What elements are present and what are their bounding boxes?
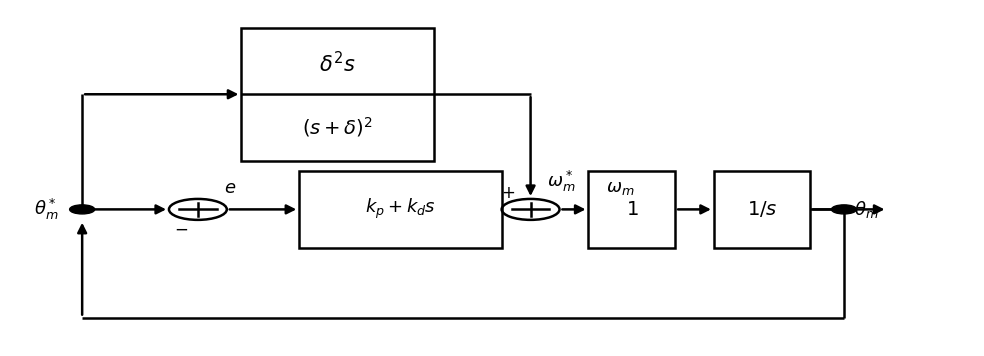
Text: $\theta_m$: $\theta_m$	[854, 199, 878, 220]
Text: $\delta^2 s$: $\delta^2 s$	[320, 51, 356, 77]
Text: $1$: $1$	[626, 200, 639, 219]
Text: $1/s$: $1/s$	[747, 199, 777, 219]
Text: $-$: $-$	[174, 219, 189, 237]
Bar	[241, 28, 434, 161]
Circle shape	[831, 205, 856, 214]
Text: $e$: $e$	[224, 179, 236, 197]
Circle shape	[70, 205, 94, 214]
Text: $\omega_m$: $\omega_m$	[606, 179, 635, 197]
Bar	[588, 171, 675, 248]
Text: $k_p + k_d s$: $k_p + k_d s$	[365, 197, 436, 221]
Bar	[713, 171, 810, 248]
Bar	[299, 171, 502, 248]
Text: $(s+\delta)^2$: $(s+\delta)^2$	[302, 115, 373, 139]
Text: $\theta_m^*$: $\theta_m^*$	[33, 197, 58, 222]
Text: $\omega_m^*$: $\omega_m^*$	[547, 169, 576, 194]
Text: $+$: $+$	[501, 184, 516, 202]
